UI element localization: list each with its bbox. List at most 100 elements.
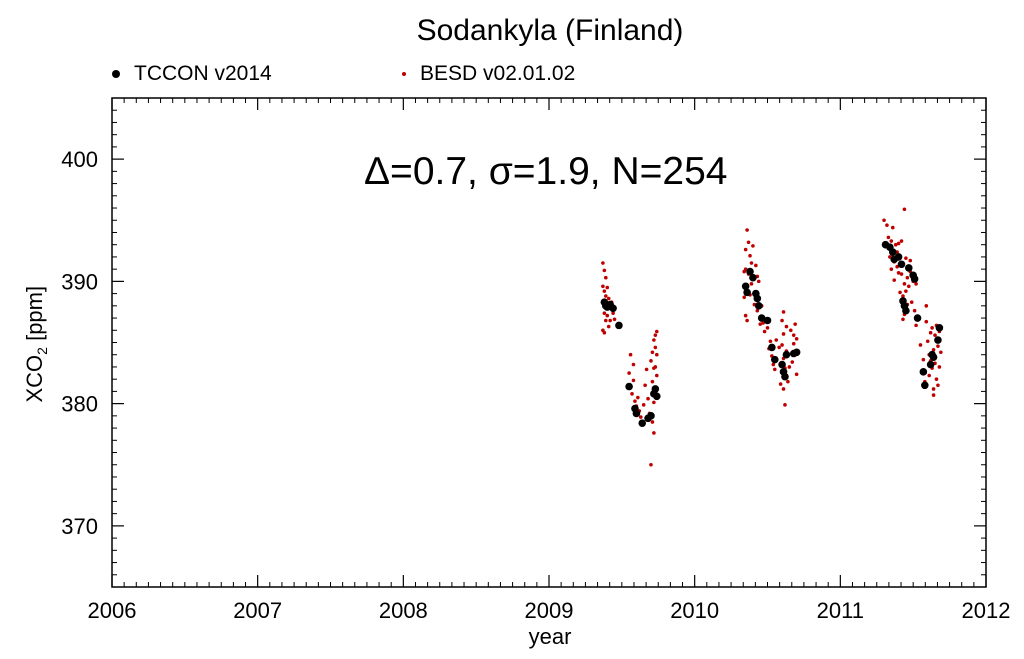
besd-data-point	[889, 267, 894, 271]
x-tick-label: 2006	[88, 598, 137, 623]
besd-data-point	[650, 350, 655, 355]
y-axis-label-main: XCO	[21, 354, 47, 403]
besd-data-point	[778, 382, 783, 386]
besd-data-point	[628, 352, 633, 357]
besd-data-point	[936, 344, 940, 348]
besd-data-point	[794, 337, 799, 341]
tccon-data-point	[768, 343, 776, 352]
besd-data-point	[909, 300, 914, 304]
besd-data-point	[889, 239, 894, 243]
x-tick-label: 2012	[962, 598, 1011, 623]
besd-data-point	[937, 365, 942, 369]
besd-data-point	[924, 304, 929, 308]
besd-data-point	[604, 294, 608, 298]
tccon-data-point	[913, 314, 922, 322]
besd-data-point	[791, 341, 796, 346]
besd-data-point	[784, 324, 789, 329]
besd-data-point	[749, 282, 754, 286]
besd-data-point	[931, 387, 936, 391]
y-axis-label-unit: [ppm]	[21, 285, 47, 348]
besd-data-point	[746, 240, 751, 245]
besd-data-point	[756, 279, 761, 284]
besd-data-point	[762, 329, 767, 334]
major-ticks	[111, 98, 987, 587]
besd-data-point	[638, 415, 643, 419]
besd-data-point	[765, 326, 770, 330]
legend-item-besd: BESD v02.01.02	[402, 62, 575, 86]
besd-data-point	[780, 343, 784, 347]
besd-data-point	[890, 225, 895, 230]
besd-data-point	[791, 333, 796, 337]
besd-data-point	[771, 362, 776, 367]
besd-data-point	[650, 420, 655, 424]
tccon-data-point	[625, 382, 633, 391]
x-tick-label: 2008	[379, 598, 428, 623]
besd-data-point	[781, 387, 786, 391]
besd-data-point	[653, 333, 658, 337]
besd-data-point	[602, 268, 607, 273]
tccon-data-point	[743, 288, 751, 297]
besd-data-point	[931, 393, 936, 397]
series-tccon	[600, 240, 944, 427]
tccon-data-point	[921, 381, 929, 390]
x-axis-label: year	[528, 624, 572, 649]
legend-item-tccon: TCCON v2014	[112, 62, 272, 86]
besd-data-point	[630, 392, 634, 396]
y-axis-label: XCO2 [ppm]	[22, 274, 50, 414]
besd-data-point	[774, 338, 779, 342]
besd-data-point	[606, 296, 611, 301]
besd-data-point	[627, 371, 631, 375]
besd-data-point	[650, 379, 655, 384]
tccon-data-point	[926, 360, 935, 369]
tick-labels: 2006 2007 2008 2009 2010 2011 2012 370 380 390 400	[61, 147, 1010, 623]
series-besd	[601, 207, 943, 467]
besd-data-point	[933, 333, 937, 337]
besd-data-point	[934, 377, 939, 381]
besd-data-point	[654, 352, 659, 357]
besd-data-point	[886, 235, 891, 240]
tccon-data-point	[746, 267, 754, 276]
besd-data-point	[930, 326, 934, 330]
tccon-data-point	[934, 336, 942, 344]
besd-data-point	[745, 228, 749, 232]
besd-data-point	[743, 247, 748, 252]
besd-data-point	[743, 313, 748, 318]
besd-data-point	[768, 339, 773, 344]
besd-data-point	[654, 373, 659, 378]
besd-data-point	[612, 317, 617, 322]
besd-data-point	[652, 431, 656, 435]
besd-data-point	[601, 261, 605, 265]
besd-data-point	[901, 294, 905, 298]
besd-data-point	[786, 379, 790, 384]
besd-data-point	[904, 289, 908, 293]
besd-data-point	[925, 339, 930, 344]
besd-data-point	[777, 345, 781, 350]
besd-data-point	[927, 373, 931, 378]
x-tick-label: 2007	[233, 598, 282, 623]
tccon-data-point	[754, 302, 763, 310]
besd-data-point	[882, 218, 886, 223]
besd-data-point	[748, 253, 752, 258]
tccon-data-point	[749, 273, 757, 282]
legend-marker-red-dot	[402, 72, 406, 76]
besd-data-point	[633, 399, 637, 403]
besd-data-point	[901, 317, 905, 322]
besd-data-point	[924, 319, 929, 324]
tccon-data-point	[782, 350, 791, 359]
besd-data-point	[790, 360, 795, 364]
besd-data-point	[751, 244, 755, 248]
tccon-data-point	[741, 282, 750, 291]
besd-data-point	[602, 311, 607, 315]
besd-data-point	[780, 318, 784, 323]
besd-data-point	[654, 329, 659, 334]
minor-ticks	[112, 98, 986, 587]
besd-data-point	[601, 284, 605, 289]
besd-data-point	[646, 396, 650, 401]
y-tick-label: 400	[61, 147, 98, 172]
tccon-data-point	[770, 355, 779, 364]
besd-data-point	[605, 285, 610, 290]
besd-data-point	[745, 318, 749, 323]
besd-data-point	[921, 357, 926, 362]
besd-data-point	[893, 242, 898, 247]
tccon-data-point	[910, 275, 919, 283]
